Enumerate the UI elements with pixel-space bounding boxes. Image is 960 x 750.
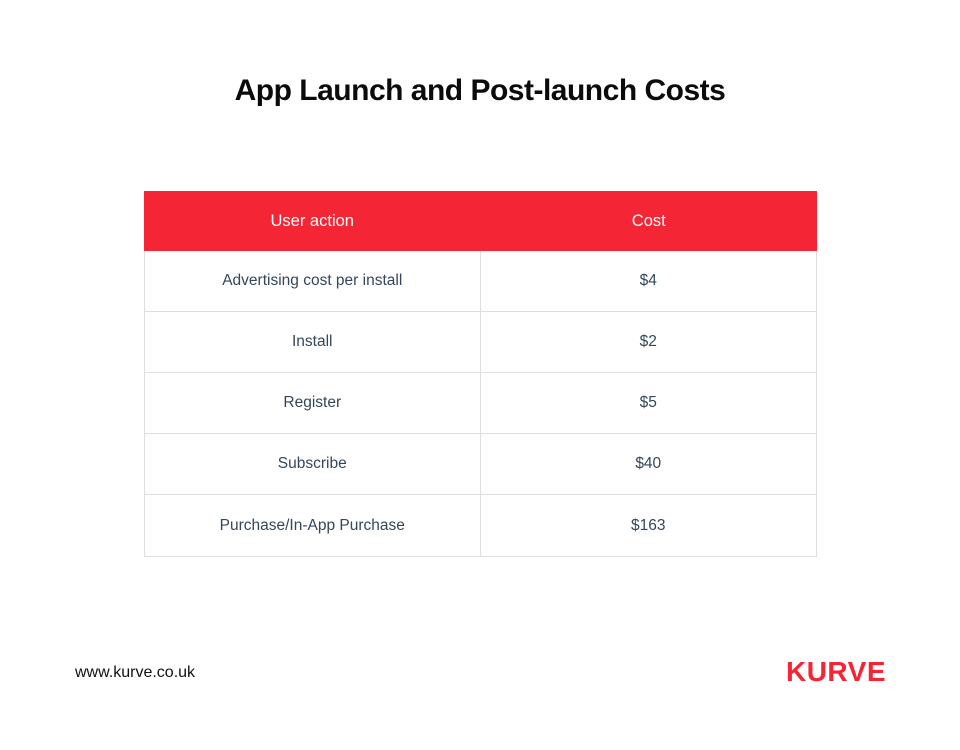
costs-table: User action Cost Advertising cost per in… bbox=[144, 191, 817, 557]
website-url: www.kurve.co.uk bbox=[75, 664, 196, 681]
table-row: Register $5 bbox=[145, 373, 816, 434]
table-row: Advertising cost per install $4 bbox=[145, 251, 816, 312]
kurve-logo: KURVE bbox=[785, 656, 886, 687]
table-cell-action: Purchase/In-App Purchase bbox=[145, 495, 481, 556]
table-cell-cost: $4 bbox=[639, 272, 657, 289]
table-row: Purchase/In-App Purchase $163 bbox=[145, 495, 816, 556]
table-cell-cost: $5 bbox=[639, 394, 657, 411]
table-cell-cost: $163 bbox=[631, 516, 666, 534]
table-cell-action: Register bbox=[145, 373, 481, 433]
table-cell-cost: $2 bbox=[639, 333, 657, 350]
table-header-row: User action Cost bbox=[144, 191, 817, 251]
table-body: Advertising cost per install $4 Install … bbox=[144, 251, 817, 557]
table-row: Subscribe $40 bbox=[145, 434, 816, 495]
table-cell-action: Advertising cost per install bbox=[145, 251, 481, 311]
page-title: App Launch and Post-launch Costs bbox=[234, 74, 726, 107]
table-row: Install $2 bbox=[145, 312, 816, 373]
table-cell-action: Subscribe bbox=[145, 434, 481, 494]
table-header-user-action: User action bbox=[270, 211, 354, 230]
table-cell-action: Install bbox=[145, 312, 481, 372]
table-header-cost: Cost bbox=[631, 211, 666, 230]
table-cell-cost: $40 bbox=[635, 455, 662, 472]
